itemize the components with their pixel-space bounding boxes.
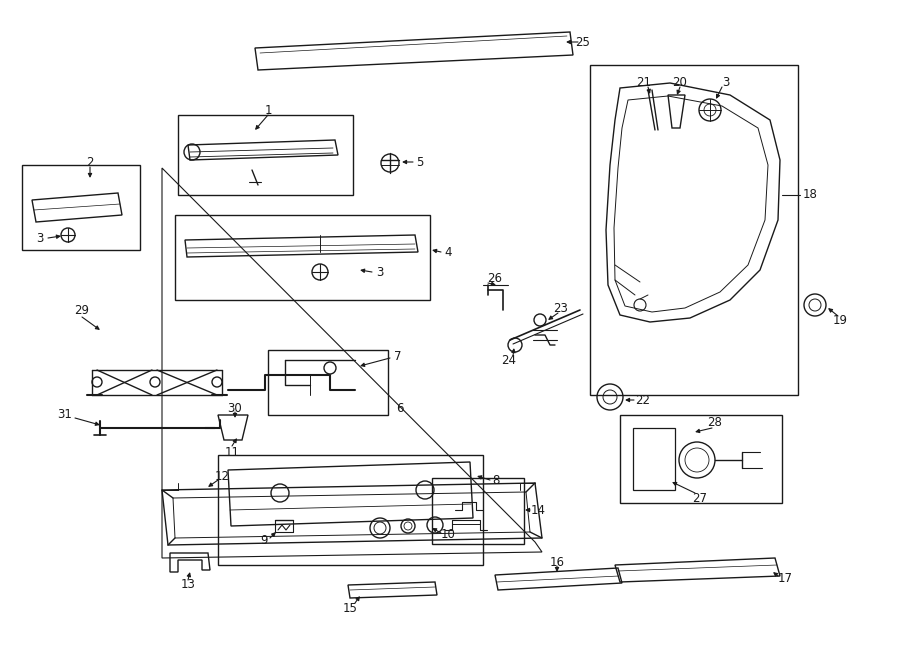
Bar xyxy=(620,415,782,503)
Text: 26: 26 xyxy=(488,272,502,284)
Text: 6: 6 xyxy=(396,401,404,414)
Text: 4: 4 xyxy=(445,245,452,258)
Text: 3: 3 xyxy=(376,266,383,278)
Bar xyxy=(218,455,483,565)
Bar xyxy=(590,65,798,395)
Text: 15: 15 xyxy=(343,602,357,615)
Text: 23: 23 xyxy=(554,301,569,315)
Text: 31: 31 xyxy=(58,408,72,422)
Bar xyxy=(175,215,430,300)
Text: 18: 18 xyxy=(803,188,817,202)
Text: 13: 13 xyxy=(181,578,195,592)
Text: 19: 19 xyxy=(832,313,848,327)
Text: 22: 22 xyxy=(635,393,651,407)
Text: 7: 7 xyxy=(394,350,401,362)
Bar xyxy=(22,165,140,250)
Text: 27: 27 xyxy=(692,492,707,504)
Text: 12: 12 xyxy=(214,469,230,483)
Text: 5: 5 xyxy=(417,155,424,169)
Text: 21: 21 xyxy=(636,75,652,89)
Text: 9: 9 xyxy=(260,533,268,547)
Text: 24: 24 xyxy=(501,354,517,366)
Text: 1: 1 xyxy=(265,104,272,116)
Text: 3: 3 xyxy=(723,75,730,89)
Bar xyxy=(633,428,675,490)
Text: 10: 10 xyxy=(441,529,455,541)
Text: 17: 17 xyxy=(778,572,793,584)
Text: 28: 28 xyxy=(707,416,723,430)
Text: 2: 2 xyxy=(86,155,94,169)
Bar xyxy=(432,478,524,544)
Text: 3: 3 xyxy=(36,231,44,245)
Text: 25: 25 xyxy=(576,36,590,48)
Text: 11: 11 xyxy=(224,446,239,459)
Bar xyxy=(268,350,388,415)
Text: 30: 30 xyxy=(228,401,242,414)
Text: 16: 16 xyxy=(550,555,564,568)
Text: 20: 20 xyxy=(672,75,688,89)
Bar xyxy=(178,115,353,195)
Text: 14: 14 xyxy=(530,504,545,516)
Text: 29: 29 xyxy=(75,303,89,317)
Text: 8: 8 xyxy=(492,473,500,486)
